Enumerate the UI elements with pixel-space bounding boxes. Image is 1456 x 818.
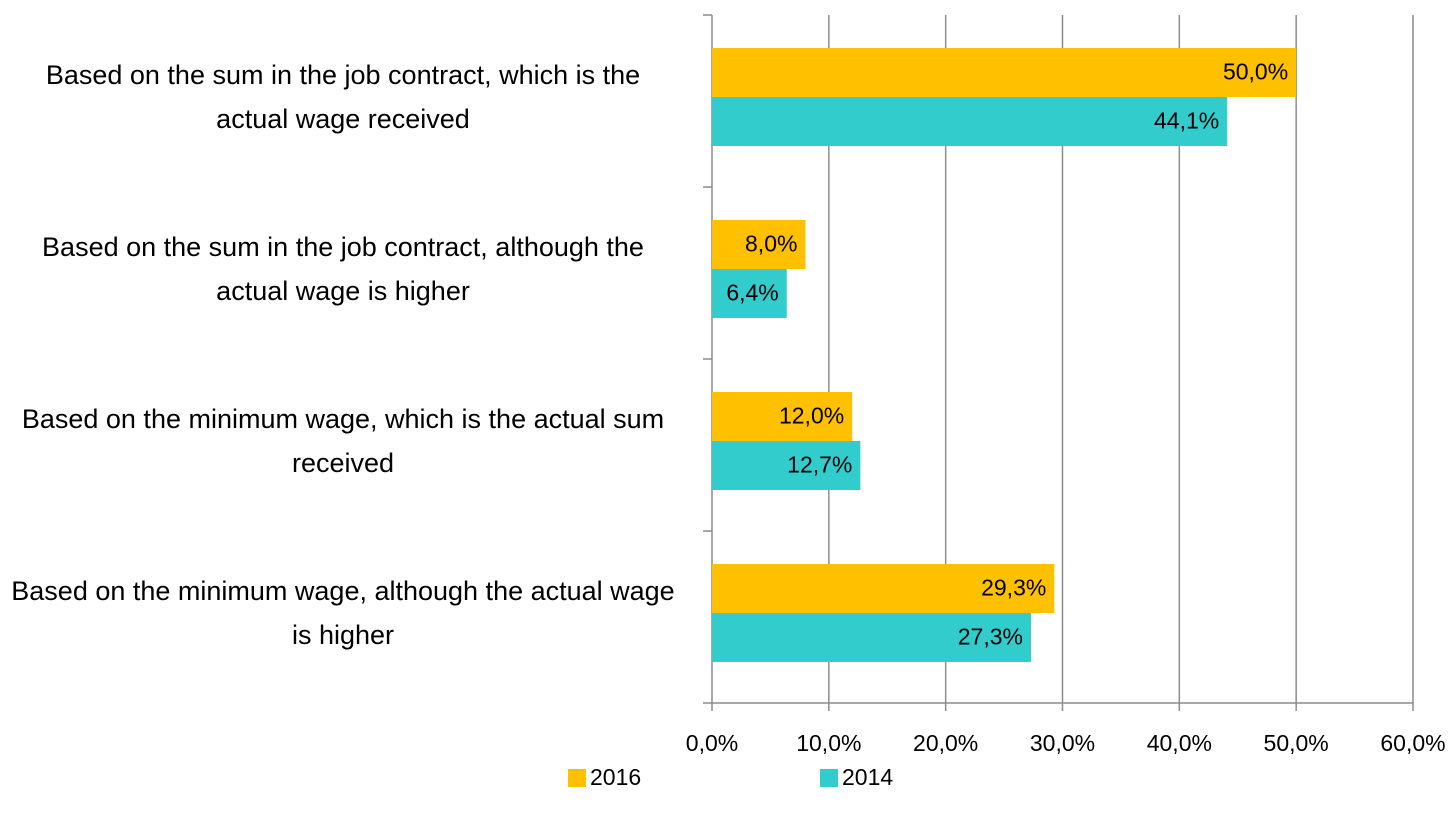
value-label: 29,3% bbox=[981, 575, 1046, 601]
x-tick-label: 20,0% bbox=[913, 730, 978, 756]
category-label: Based on the minimum wage, although the … bbox=[11, 576, 675, 650]
legend-label: 2016 bbox=[590, 764, 641, 790]
legend-swatch bbox=[820, 769, 838, 787]
x-tick-label: 0,0% bbox=[686, 730, 738, 756]
legend-label: 2014 bbox=[842, 764, 893, 790]
bar bbox=[712, 392, 853, 441]
bar bbox=[712, 564, 1055, 613]
x-tick-label: 50,0% bbox=[1264, 730, 1329, 756]
category-label: Based on the sum in the job contract, wh… bbox=[45, 60, 641, 134]
bar bbox=[712, 48, 1297, 97]
value-label: 27,3% bbox=[958, 624, 1023, 650]
value-label: 12,7% bbox=[787, 452, 852, 478]
category-label: Based on the minimum wage, which is the … bbox=[21, 404, 665, 478]
bar bbox=[712, 220, 806, 269]
bar bbox=[712, 613, 1031, 662]
category-label: Based on the sum in the job contract, al… bbox=[42, 232, 644, 306]
x-tick-label: 10,0% bbox=[796, 730, 861, 756]
legend-swatch bbox=[568, 769, 586, 787]
value-label: 44,1% bbox=[1154, 108, 1219, 134]
value-label: 6,4% bbox=[726, 280, 778, 306]
bar bbox=[712, 97, 1228, 146]
x-tick-label: 40,0% bbox=[1147, 730, 1212, 756]
value-label: 8,0% bbox=[745, 231, 797, 257]
bar bbox=[712, 441, 861, 490]
x-tick-label: 60,0% bbox=[1380, 730, 1445, 756]
value-label: 12,0% bbox=[779, 403, 844, 429]
bar bbox=[712, 269, 787, 318]
x-tick-label: 30,0% bbox=[1030, 730, 1095, 756]
value-label: 50,0% bbox=[1223, 59, 1288, 85]
